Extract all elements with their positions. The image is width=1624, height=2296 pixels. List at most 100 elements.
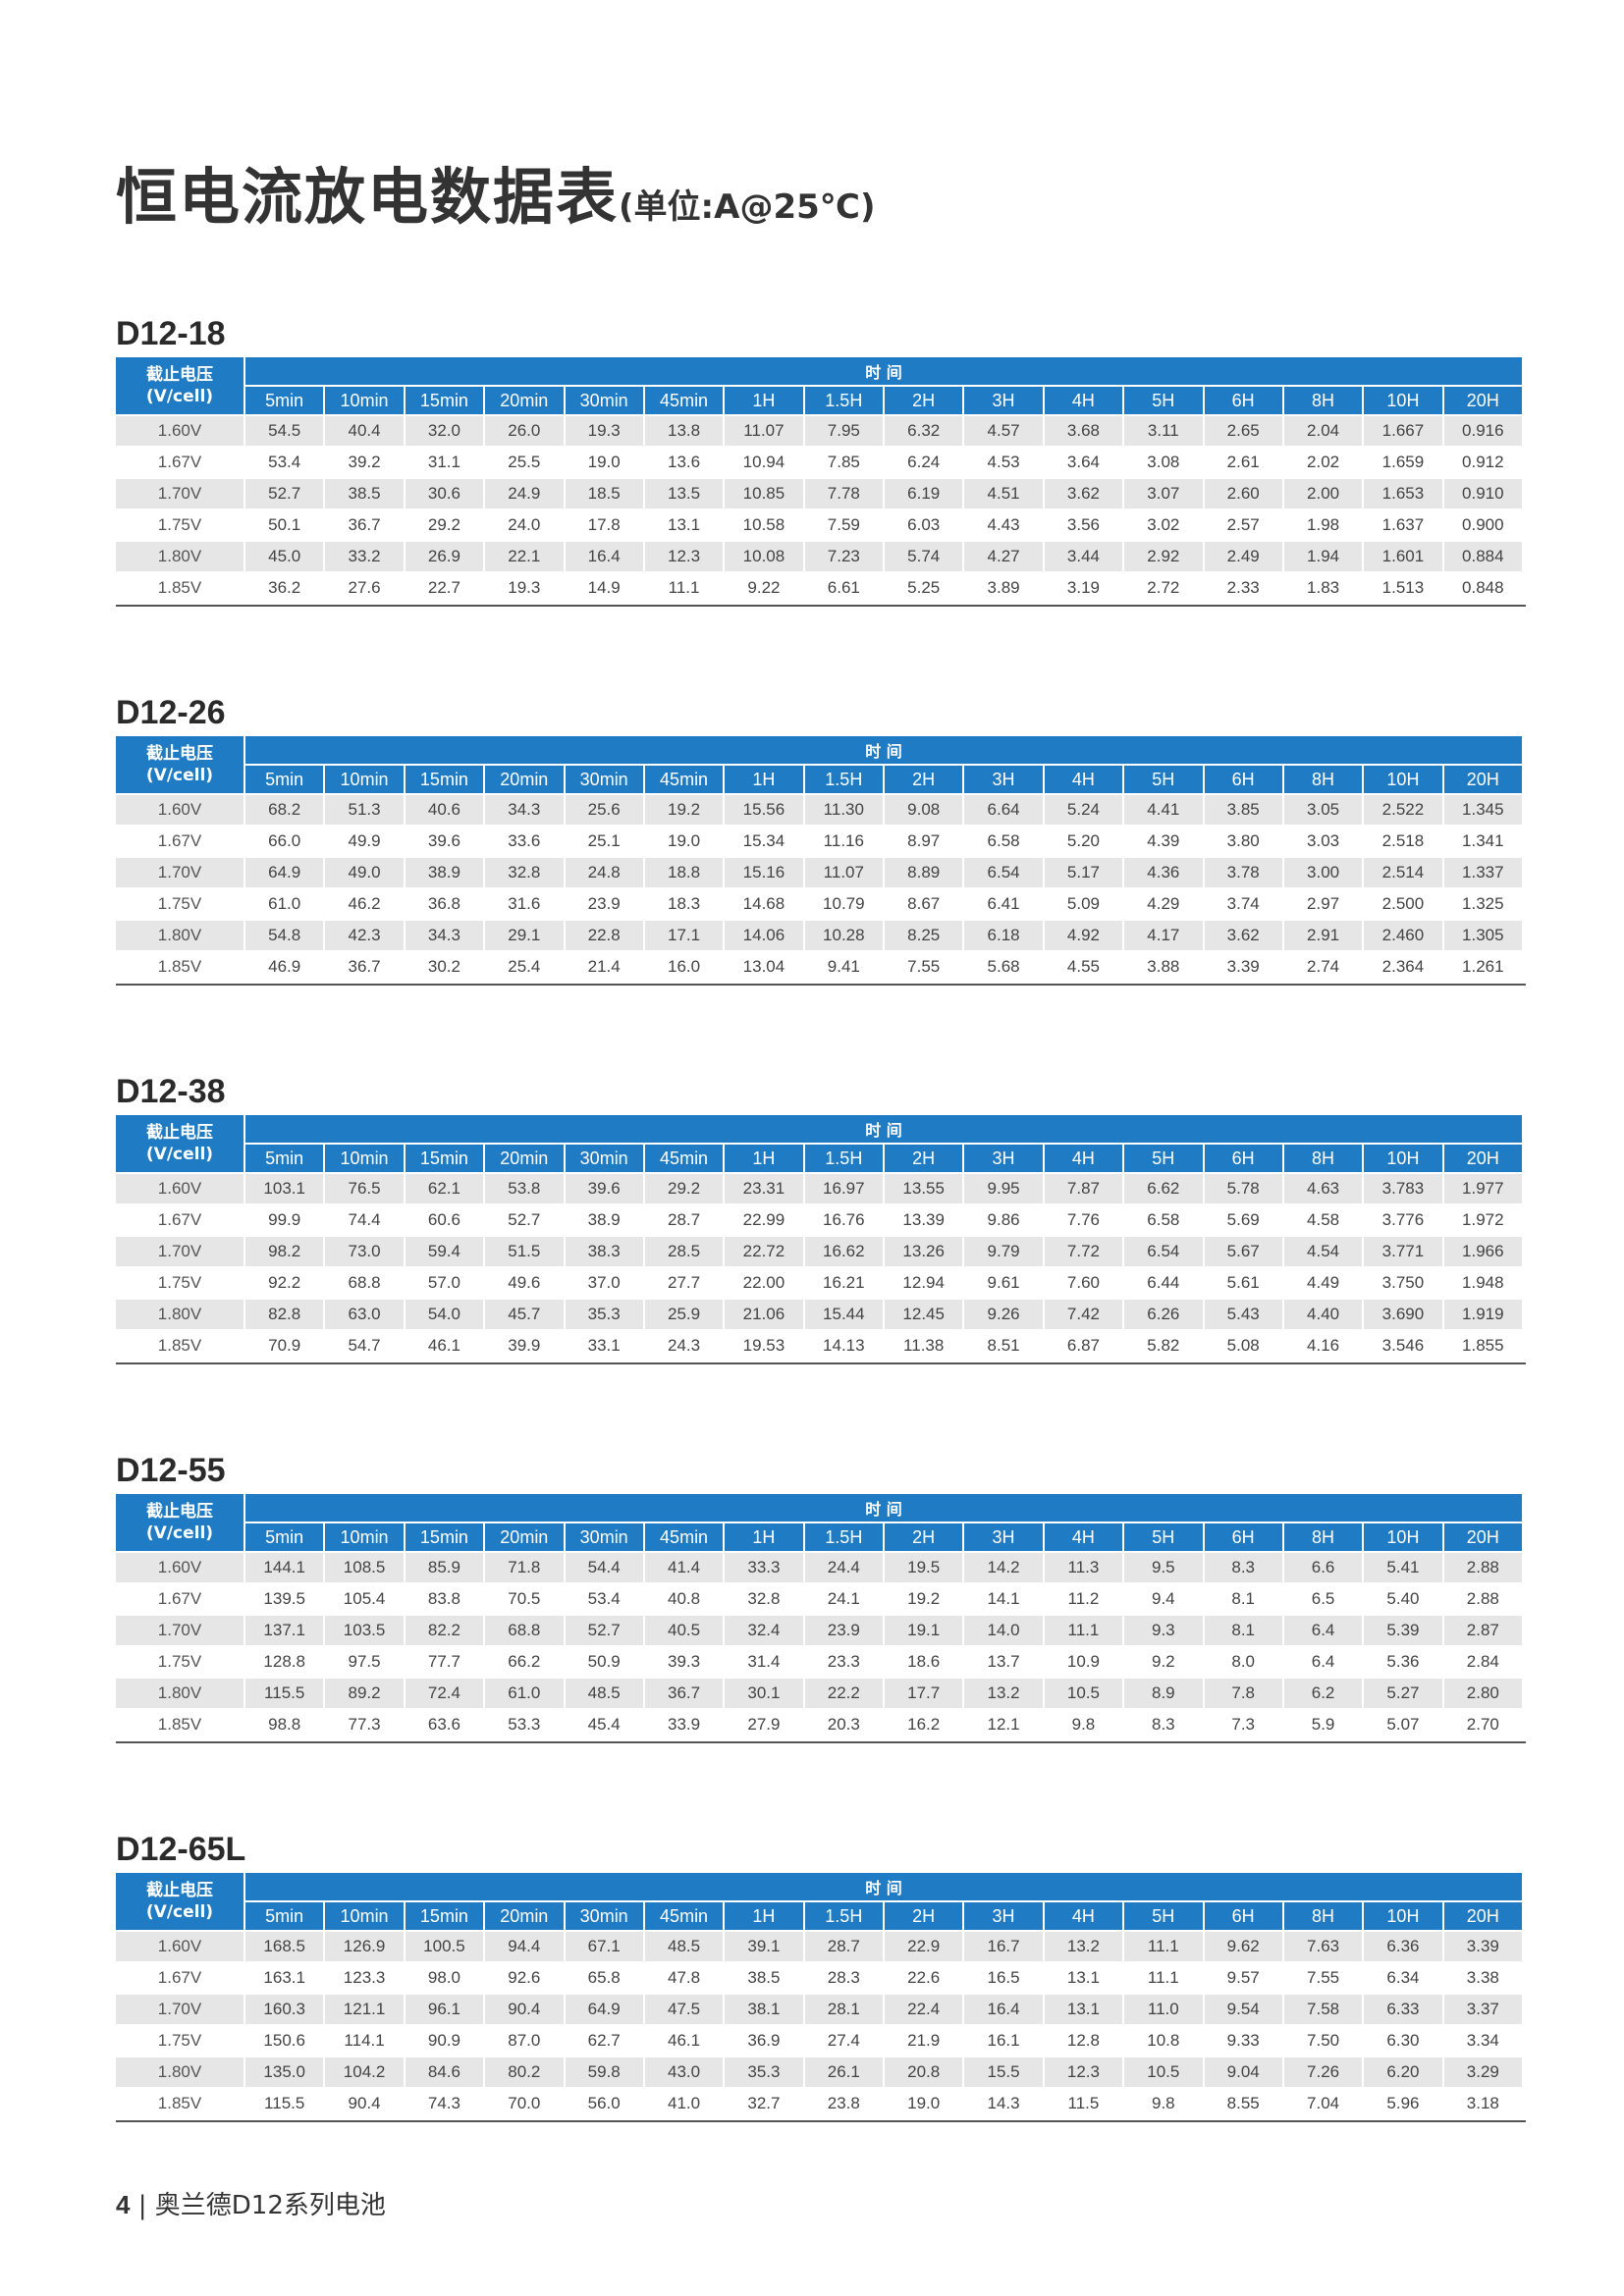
cutoff-voltage-label: 截止电压 (146, 1123, 213, 1143)
time-column-header: 6H (1204, 1902, 1282, 1930)
current-value-cell: 29.2 (644, 1174, 724, 1203)
current-value-cell: 7.63 (1283, 1932, 1363, 1961)
current-value-cell: 27.6 (325, 573, 404, 603)
cutoff-voltage-unit: (V/cell) (145, 1902, 214, 1922)
time-column-header: 45min (644, 766, 724, 793)
current-value-cell: 14.68 (725, 889, 803, 919)
current-value-cell: 3.546 (1364, 1331, 1442, 1361)
time-column-header: 4H (1044, 766, 1123, 793)
current-value-cell: 0.900 (1443, 510, 1522, 540)
current-value-cell: 53.4 (565, 1584, 643, 1614)
current-value-cell: 1.341 (1443, 827, 1522, 856)
time-column-header: 45min (644, 387, 724, 414)
current-value-cell: 7.26 (1283, 2057, 1363, 2087)
model-name: D12-55 (116, 1452, 226, 1489)
table-bottom-rule (116, 605, 1526, 607)
current-value-cell: 12.3 (644, 542, 724, 571)
current-value-cell: 2.500 (1364, 889, 1442, 919)
current-value-cell: 2.87 (1443, 1616, 1522, 1645)
current-value-cell: 2.04 (1283, 416, 1363, 446)
current-value-cell: 104.2 (325, 2057, 404, 2087)
time-column-header: 30min (565, 766, 643, 793)
voltage-cell: 1.70V (116, 479, 244, 508)
voltage-cell: 1.75V (116, 1647, 244, 1677)
current-value-cell: 25.4 (485, 952, 564, 982)
current-value-cell: 7.42 (1044, 1300, 1123, 1329)
current-value-cell: 1.637 (1364, 510, 1442, 540)
current-value-cell: 63.0 (325, 1300, 404, 1329)
current-value-cell: 65.8 (565, 1963, 643, 1993)
current-value-cell: 23.31 (725, 1174, 803, 1203)
voltage-cell: 1.80V (116, 542, 244, 571)
current-value-cell: 11.30 (804, 795, 883, 825)
time-group-header: 时 间 (245, 1873, 1522, 1900)
current-value-cell: 48.5 (565, 1679, 643, 1708)
model-name: D12-18 (116, 315, 226, 352)
current-value-cell: 2.91 (1283, 921, 1363, 950)
current-value-cell: 22.00 (725, 1268, 803, 1298)
current-value-cell: 33.9 (644, 1710, 724, 1739)
current-value-cell: 5.69 (1204, 1205, 1282, 1235)
current-value-cell: 108.5 (325, 1553, 404, 1582)
current-value-cell: 53.3 (485, 1710, 564, 1739)
current-value-cell: 11.1 (644, 573, 724, 603)
current-value-cell: 4.40 (1283, 1300, 1363, 1329)
current-value-cell: 0.884 (1443, 542, 1522, 571)
table-row: 1.85V 115.5 90.4 74.3 70.0 56.0 41.0 32.7 23.8 19… (116, 2089, 1522, 2118)
current-value-cell: 28.5 (644, 1237, 724, 1266)
current-value-cell: 0.848 (1443, 573, 1522, 603)
current-value-cell: 9.5 (1124, 1553, 1203, 1582)
current-value-cell: 28.7 (804, 1932, 883, 1961)
current-value-cell: 5.68 (964, 952, 1043, 982)
current-value-cell: 3.88 (1124, 952, 1203, 982)
current-value-cell: 5.74 (885, 542, 963, 571)
current-value-cell: 89.2 (325, 1679, 404, 1708)
voltage-cell: 1.70V (116, 1237, 244, 1266)
current-value-cell: 6.6 (1283, 1553, 1363, 1582)
current-value-cell: 38.3 (565, 1237, 643, 1266)
current-value-cell: 11.07 (725, 416, 803, 446)
current-value-cell: 1.972 (1443, 1205, 1522, 1235)
current-value-cell: 49.0 (325, 858, 404, 887)
current-value-cell: 33.2 (325, 542, 404, 571)
time-column-header: 6H (1204, 766, 1282, 793)
time-column-header: 5min (245, 766, 324, 793)
current-value-cell: 21.9 (885, 2026, 963, 2056)
current-value-cell: 6.62 (1124, 1174, 1203, 1203)
current-value-cell: 77.3 (325, 1710, 404, 1739)
current-value-cell: 4.29 (1124, 889, 1203, 919)
time-column-header: 2H (885, 1523, 963, 1551)
current-value-cell: 34.3 (405, 921, 484, 950)
current-value-cell: 62.7 (565, 2026, 643, 2056)
time-column-header: 3H (964, 1523, 1043, 1551)
current-value-cell: 16.2 (885, 1710, 963, 1739)
time-column-header: 20H (1443, 766, 1522, 793)
table-row: 1.80V 115.5 89.2 72.4 61.0 48.5 36.7 30.1 22.2 17… (116, 1679, 1522, 1708)
current-value-cell: 50.9 (565, 1647, 643, 1677)
current-value-cell: 2.88 (1443, 1584, 1522, 1614)
current-value-cell: 9.26 (964, 1300, 1043, 1329)
current-value-cell: 30.2 (405, 952, 484, 982)
cutoff-voltage-header: 截止电压 (V/cell) (116, 736, 244, 793)
current-value-cell: 168.5 (245, 1932, 324, 1961)
cutoff-voltage-label: 截止电压 (146, 1881, 213, 1900)
current-value-cell: 3.00 (1283, 858, 1363, 887)
current-value-cell: 9.08 (885, 795, 963, 825)
current-value-cell: 66.2 (485, 1647, 564, 1677)
current-value-cell: 13.1 (644, 510, 724, 540)
current-value-cell: 90.4 (485, 1995, 564, 2024)
current-value-cell: 11.1 (1044, 1616, 1123, 1645)
current-value-cell: 47.5 (644, 1995, 724, 2024)
current-value-cell: 19.3 (565, 416, 643, 446)
time-column-header: 20min (485, 766, 564, 793)
current-value-cell: 38.5 (325, 479, 404, 508)
current-value-cell: 2.65 (1204, 416, 1282, 446)
current-value-cell: 7.04 (1283, 2089, 1363, 2118)
current-value-cell: 53.4 (245, 448, 324, 477)
time-group-header: 时 间 (245, 357, 1522, 385)
discharge-table: 截止电压 (V/cell) 时 间 5min 10min 15min 20min 30min 4… (114, 1871, 1524, 2120)
table-row: 1.75V 92.2 68.8 57.0 49.6 37.0 27.7 22.00 16.21 1… (116, 1268, 1522, 1298)
current-value-cell: 62.1 (405, 1174, 484, 1203)
current-value-cell: 1.94 (1283, 542, 1363, 571)
model-section: D12-26 截止电压 (V/cell) 时 间 5min 10min 15min 20min… (116, 691, 1526, 986)
